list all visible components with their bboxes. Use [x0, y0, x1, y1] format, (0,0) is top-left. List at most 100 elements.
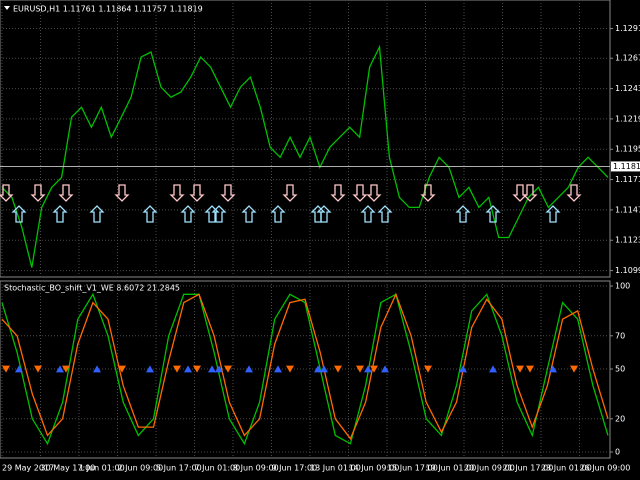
- x-tick-label: 14 Jun 09:00: [349, 464, 400, 473]
- buy-signal: [93, 365, 101, 373]
- sell-signal: [516, 365, 524, 373]
- last-price-box: [611, 161, 640, 172]
- buy-signal: [314, 365, 322, 373]
- sell-arrow: [30, 184, 46, 202]
- sell-signal: [370, 365, 378, 373]
- sell-arrow: [512, 184, 528, 202]
- y-tick-label: 70: [615, 331, 625, 340]
- sell-signal: [224, 365, 232, 373]
- y-tick-label: 1.11955: [615, 145, 640, 154]
- y-tick-label: 1.12910: [615, 24, 640, 33]
- sell-arrow: [352, 184, 368, 202]
- buy-signal: [364, 365, 372, 373]
- buy-signal: [184, 365, 192, 373]
- sell-signal: [334, 365, 342, 373]
- x-tick-label: 21 Jun 17:00: [503, 464, 554, 473]
- x-tick-label: 2 Jun 09:00: [118, 464, 164, 473]
- x-tick-label: 8 Jun 09:00: [233, 464, 279, 473]
- sell-arrow: [566, 184, 582, 202]
- sell-arrow: [189, 184, 205, 202]
- sell-arrow: [0, 184, 14, 202]
- buy-arrow: [11, 205, 27, 223]
- series-line: [1, 292, 609, 440]
- buy-signal: [381, 365, 389, 373]
- buy-signal: [245, 365, 253, 373]
- y-tick-label: 1.11235: [615, 236, 640, 245]
- sell-signal: [118, 365, 126, 373]
- y-tick-label: 100: [615, 282, 630, 291]
- x-tick-label: 26 Jun 09:00: [580, 464, 631, 473]
- y-tick-label: 1.12675: [615, 54, 640, 63]
- buy-arrow: [377, 205, 393, 223]
- sell-arrow: [366, 184, 382, 202]
- sell-signal: [62, 365, 70, 373]
- last-price-label: 1.11819: [613, 162, 640, 171]
- sell-arrow: [522, 184, 538, 202]
- sell-signal: [193, 365, 201, 373]
- buy-signal: [208, 365, 216, 373]
- buy-arrow: [270, 205, 286, 223]
- buy-signal: [274, 365, 282, 373]
- sell-signal: [34, 365, 42, 373]
- sell-signal: [570, 365, 578, 373]
- buy-signal: [459, 365, 467, 373]
- sell-arrow: [282, 184, 298, 202]
- buy-arrow: [545, 205, 561, 223]
- y-tick-label: 1.12195: [615, 114, 640, 123]
- x-tick-label: 29 May 2017: [2, 464, 54, 473]
- buy-arrow: [204, 205, 220, 223]
- series-line: [1, 292, 609, 446]
- sell-signal: [2, 365, 10, 373]
- x-tick-label: 30 May 17:00: [41, 464, 96, 473]
- sell-signal: [424, 365, 432, 373]
- menu-icon[interactable]: [4, 6, 10, 10]
- sell-signal: [173, 365, 181, 373]
- buy-signal: [146, 365, 154, 373]
- buy-arrow: [316, 205, 332, 223]
- sell-arrow: [169, 184, 185, 202]
- y-tick-label: 1.11715: [615, 175, 640, 184]
- buy-arrow: [52, 205, 68, 223]
- buy-signal: [320, 365, 328, 373]
- indicator-title: Stochastic_BO_shift_V1_WE 8.6072 21.2845: [4, 284, 180, 293]
- x-tick-label: 23 Jun 01:00: [541, 464, 592, 473]
- x-tick-label: 1 Jun 01:00: [79, 464, 125, 473]
- price-title: EURUSD,H1 1.11761 1.11864 1.11757 1.1181…: [13, 5, 203, 14]
- x-tick-label: 15 Jun 17:00: [387, 464, 438, 473]
- buy-arrow: [241, 205, 257, 223]
- x-tick-label: 9 Jun 17:00: [272, 464, 318, 473]
- x-tick-label: 13 Jun 01:00: [310, 464, 361, 473]
- y-tick-label: 1.11475: [615, 205, 640, 214]
- sell-signal: [286, 365, 294, 373]
- y-tick-label: 20: [615, 414, 625, 423]
- x-tick-label: 7 Jun 01:00: [195, 464, 241, 473]
- x-tick-label: 19 Jun 01:00: [426, 464, 477, 473]
- buy-signal: [215, 365, 223, 373]
- x-tick-label: 5 Jun 17:00: [156, 464, 202, 473]
- x-tick-label: 20 Jun 09:00: [464, 464, 515, 473]
- y-tick-label: 0: [615, 448, 620, 457]
- sell-arrow: [420, 184, 436, 202]
- buy-arrow: [455, 205, 471, 223]
- sell-arrow: [220, 184, 236, 202]
- series-line: [1, 44, 609, 268]
- sell-signal: [356, 365, 364, 373]
- buy-arrow: [142, 205, 158, 223]
- sell-arrow: [330, 184, 346, 202]
- y-tick-label: 50: [615, 365, 625, 374]
- buy-signal: [489, 365, 497, 373]
- buy-signal: [549, 365, 557, 373]
- buy-arrow: [360, 205, 376, 223]
- buy-arrow: [485, 205, 501, 223]
- buy-signal: [56, 365, 64, 373]
- sell-arrow: [58, 184, 74, 202]
- y-tick-label: 1.10995: [615, 266, 640, 275]
- buy-arrow: [89, 205, 105, 223]
- buy-arrow: [211, 205, 227, 223]
- price-pane: [0, 0, 611, 278]
- y-tick-label: 1.12435: [615, 84, 640, 93]
- sell-signal: [526, 365, 534, 373]
- buy-arrow: [180, 205, 196, 223]
- buy-signal: [15, 365, 23, 373]
